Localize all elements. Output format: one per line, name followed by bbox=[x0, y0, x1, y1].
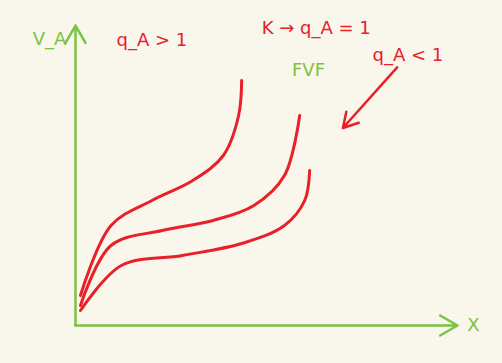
svg-text:K → q_A = 1: K → q_A = 1 bbox=[262, 17, 371, 39]
svg-text:X: X bbox=[467, 314, 479, 335]
svg-text:q_A > 1: q_A > 1 bbox=[117, 29, 188, 51]
svg-text:V_A: V_A bbox=[33, 28, 67, 50]
svg-text:q_A < 1: q_A < 1 bbox=[372, 44, 443, 66]
svg-text:FVF: FVF bbox=[292, 59, 325, 80]
